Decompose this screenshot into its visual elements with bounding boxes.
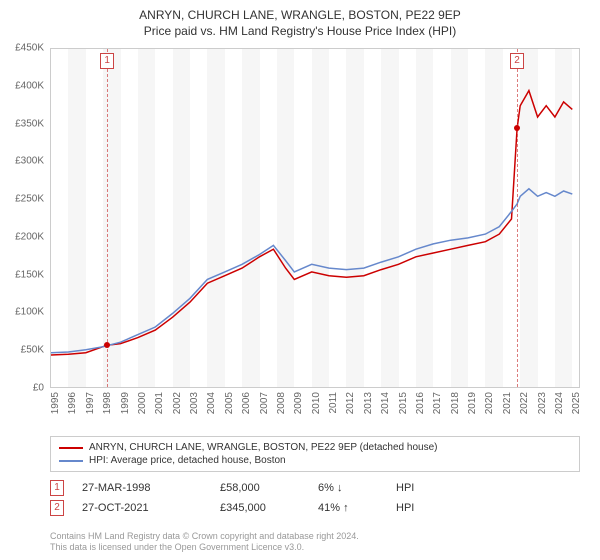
x-tick-label: 2013 [363, 392, 374, 414]
x-tick-label: 2001 [154, 392, 165, 414]
sale-vline [517, 49, 518, 387]
x-tick-label: 1997 [85, 392, 96, 414]
x-tick-label: 2007 [259, 392, 270, 414]
x-tick-label: 2011 [328, 392, 339, 414]
x-tick-label: 1996 [67, 392, 78, 414]
y-tick-label: £0 [33, 383, 44, 394]
x-tick-label: 2008 [276, 392, 287, 414]
x-tick-label: 2005 [224, 392, 235, 414]
sale-date: 27-OCT-2021 [82, 502, 202, 514]
x-tick-label: 2004 [206, 392, 217, 414]
x-tick-label: 1995 [50, 392, 61, 414]
sale-vline [107, 49, 108, 387]
x-tick-label: 2014 [380, 392, 391, 414]
x-tick-label: 2023 [537, 392, 548, 414]
x-tick-label: 2020 [484, 392, 495, 414]
x-tick-label: 2009 [293, 392, 304, 414]
sale-ref: HPI [396, 482, 414, 494]
x-tick-label: 2024 [554, 392, 565, 414]
x-tick-label: 2022 [519, 392, 530, 414]
y-tick-label: £150K [15, 269, 44, 280]
plot-area: 12 [50, 48, 580, 388]
x-tick-label: 2010 [311, 392, 322, 414]
sales-row: 1 27-MAR-1998 £58,000 6% ↓ HPI [50, 478, 580, 498]
x-tick-label: 1998 [102, 392, 113, 414]
chart-title: ANRYN, CHURCH LANE, WRANGLE, BOSTON, PE2… [0, 0, 600, 22]
legend-row: ANRYN, CHURCH LANE, WRANGLE, BOSTON, PE2… [59, 441, 571, 454]
x-axis: 1995 1996 1997 1998 1999 2000 2001 2002 2003 2004… [50, 388, 580, 436]
sale-price: £345,000 [220, 502, 300, 514]
x-tick-label: 2025 [571, 392, 582, 414]
x-tick-label: 1999 [120, 392, 131, 414]
x-tick-label: 2015 [398, 392, 409, 414]
series-hpi [51, 189, 572, 353]
x-tick-label: 2002 [172, 392, 183, 414]
sale-date: 27-MAR-1998 [82, 482, 202, 494]
legend-row: HPI: Average price, detached house, Bost… [59, 454, 571, 467]
y-tick-label: £350K [15, 118, 44, 129]
x-tick-label: 2017 [432, 392, 443, 414]
footer-line-2: This data is licensed under the Open Gov… [50, 542, 580, 554]
sale-ref: HPI [396, 502, 414, 514]
y-tick-label: £50K [21, 345, 44, 356]
y-tick-label: £100K [15, 307, 44, 318]
legend-swatch [59, 447, 83, 449]
sale-diff: 6% ↓ [318, 482, 378, 494]
x-tick-label: 2016 [415, 392, 426, 414]
price-chart: ANRYN, CHURCH LANE, WRANGLE, BOSTON, PE2… [0, 0, 600, 560]
y-axis: £0£50K£100K£150K£200K£250K£300K£350K£400… [0, 48, 48, 388]
sale-price: £58,000 [220, 482, 300, 494]
legend-swatch [59, 460, 83, 462]
x-tick-label: 2000 [137, 392, 148, 414]
sales-row: 2 27-OCT-2021 £345,000 41% ↑ HPI [50, 498, 580, 518]
sale-marker-cell: 1 [50, 480, 64, 496]
series-property [51, 91, 572, 355]
y-tick-label: £200K [15, 231, 44, 242]
footer-line-1: Contains HM Land Registry data © Crown c… [50, 531, 580, 543]
x-tick-label: 2003 [189, 392, 200, 414]
y-tick-label: £400K [15, 80, 44, 91]
x-tick-label: 2006 [241, 392, 252, 414]
line-series [51, 49, 581, 389]
legend: ANRYN, CHURCH LANE, WRANGLE, BOSTON, PE2… [50, 436, 580, 472]
sale-marker: 1 [100, 53, 114, 69]
y-tick-label: £450K [15, 43, 44, 54]
y-tick-label: £300K [15, 156, 44, 167]
x-tick-label: 2018 [450, 392, 461, 414]
sale-marker: 2 [510, 53, 524, 69]
sale-diff: 41% ↑ [318, 502, 378, 514]
x-tick-label: 2012 [345, 392, 356, 414]
legend-label: HPI: Average price, detached house, Bost… [89, 455, 286, 466]
x-tick-label: 2021 [502, 392, 513, 414]
y-tick-label: £250K [15, 194, 44, 205]
sale-marker-cell: 2 [50, 500, 64, 516]
sales-table: 1 27-MAR-1998 £58,000 6% ↓ HPI 2 27-OCT-2021 £3… [50, 478, 580, 518]
footer-attribution: Contains HM Land Registry data © Crown c… [50, 531, 580, 554]
chart-subtitle: Price paid vs. HM Land Registry's House … [0, 22, 600, 42]
x-tick-label: 2019 [467, 392, 478, 414]
legend-label: ANRYN, CHURCH LANE, WRANGLE, BOSTON, PE2… [89, 442, 437, 453]
